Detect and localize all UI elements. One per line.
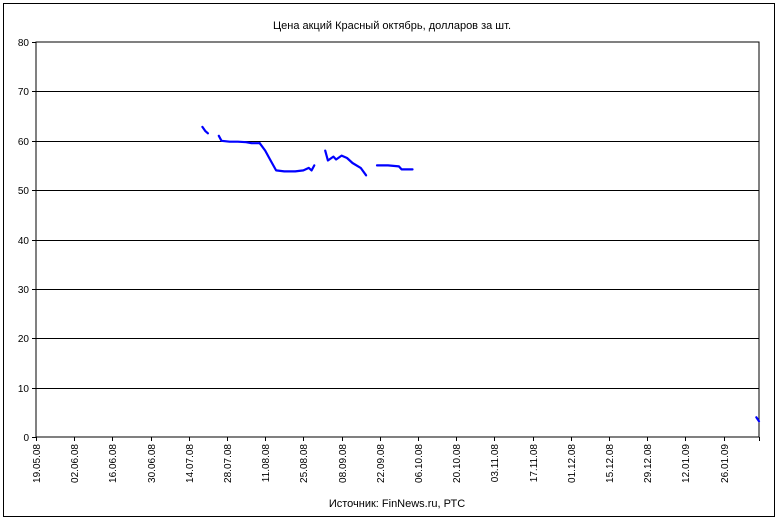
x-tick-label: 11.08.08 (261, 444, 272, 483)
gridlines (35, 41, 760, 438)
series-segment-4 (324, 149, 368, 177)
y-axis: 0 10 20 30 40 50 60 70 80 (18, 38, 36, 444)
y-tick-label: 30 (18, 285, 30, 296)
y-tick-label: 70 (18, 87, 30, 98)
series-segment-1 (201, 125, 209, 135)
plot-area (35, 41, 760, 438)
x-tick-label: 15.12.08 (605, 444, 616, 483)
series-segment-6 (755, 416, 761, 423)
y-tick-label: 40 (18, 236, 30, 247)
x-tick-label: 29.12.08 (643, 444, 654, 483)
x-tick-label: 17.11.08 (529, 444, 540, 483)
y-tick-label: 50 (18, 186, 30, 197)
x-tick-label: 25.08.08 (299, 444, 310, 483)
x-tick-label: 26.01.09 (720, 444, 731, 483)
y-tick-label: 0 (23, 433, 29, 444)
x-tick-label: 20.10.08 (452, 444, 463, 483)
x-tick-label: 12.01.09 (681, 444, 692, 483)
chart-source: Источник: FinNews.ru, РТС (329, 498, 465, 510)
x-tick-label: 16.06.08 (108, 444, 119, 483)
x-tick-label: 22.09.08 (376, 444, 387, 483)
x-tick-label: 28.07.08 (223, 444, 234, 483)
x-tick-label: 14.07.08 (185, 444, 196, 483)
y-tick-label: 60 (18, 137, 30, 148)
price-series (201, 125, 761, 423)
x-tick-label: 03.11.08 (490, 444, 501, 483)
y-tick-label: 80 (18, 38, 30, 49)
chart-title: Цена акций Красный октябрь, долларов за … (273, 20, 511, 32)
x-tick-label: 06.10.08 (414, 444, 425, 483)
series-segment-2 (217, 134, 261, 145)
x-tick-label: 02.06.08 (70, 444, 81, 483)
x-tick-label: 19.05.08 (32, 444, 43, 483)
series-segment-5 (375, 164, 414, 171)
y-tick-label: 20 (18, 334, 30, 345)
series-segment-3 (258, 142, 316, 173)
y-tick-label: 10 (18, 384, 30, 395)
x-axis: 19.05.08 02.06.08 16.06.08 30.06.08 14.07.08… (32, 437, 760, 483)
x-tick-label: 30.06.08 (147, 444, 158, 483)
x-tick-label: 01.12.08 (567, 444, 578, 483)
x-tick-label: 08.09.08 (338, 444, 349, 483)
chart-frame (3, 3, 775, 517)
